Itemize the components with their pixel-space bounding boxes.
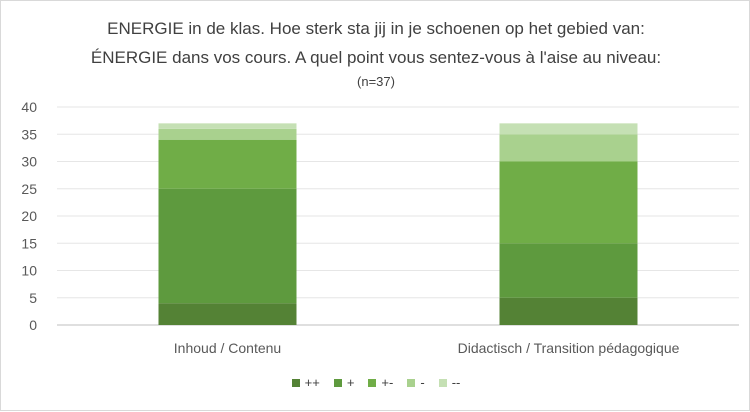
legend-swatch bbox=[333, 378, 342, 387]
legend-label: + bbox=[346, 375, 355, 390]
y-tick-label: 40 bbox=[21, 99, 37, 115]
legend-swatch bbox=[368, 378, 377, 387]
bar-segment bbox=[499, 161, 638, 244]
legend-item: +- bbox=[368, 375, 393, 390]
x-tick-label: Inhoud / Contenu bbox=[174, 340, 281, 356]
y-tick-label: 35 bbox=[21, 126, 37, 142]
y-tick-label: 30 bbox=[21, 154, 37, 170]
bar-segment bbox=[158, 188, 297, 304]
legend-item: + bbox=[333, 375, 355, 390]
bar-segment bbox=[158, 123, 297, 129]
legend: ++ + +- - -- bbox=[1, 375, 750, 390]
y-tick-label: 25 bbox=[21, 181, 37, 197]
chart-title-line-1: ENERGIE in de klas. Hoe sterk sta jij in… bbox=[107, 19, 645, 38]
legend-item: ++ bbox=[291, 375, 320, 390]
legend-label: - bbox=[420, 375, 425, 390]
legend-item: -- bbox=[438, 375, 461, 390]
legend-label: -- bbox=[451, 375, 461, 390]
legend-label: ++ bbox=[304, 375, 320, 390]
legend-label: +- bbox=[381, 375, 394, 390]
bar-segment bbox=[499, 297, 638, 325]
chart-subtitle: (n=37) bbox=[357, 74, 395, 89]
y-tick-label: 15 bbox=[21, 235, 37, 251]
legend-swatch bbox=[291, 378, 300, 387]
bar-segment bbox=[499, 123, 638, 135]
y-tick-label: 10 bbox=[21, 263, 37, 279]
bar-segment bbox=[499, 134, 638, 162]
bar-segment bbox=[158, 303, 297, 325]
y-tick-label: 5 bbox=[29, 290, 37, 306]
legend-swatch bbox=[438, 378, 447, 387]
chart-title-line-2: ÉNERGIE dans vos cours. A quel point vou… bbox=[90, 48, 662, 67]
bar-segment bbox=[499, 243, 638, 298]
x-tick-label: Didactisch / Transition pédagogique bbox=[458, 340, 680, 356]
legend-item: - bbox=[407, 375, 425, 390]
y-tick-label: 20 bbox=[21, 208, 37, 224]
bar-segment bbox=[158, 128, 297, 140]
y-tick-label: 0 bbox=[29, 317, 37, 333]
bar-segment bbox=[158, 139, 297, 189]
legend-swatch bbox=[407, 378, 416, 387]
